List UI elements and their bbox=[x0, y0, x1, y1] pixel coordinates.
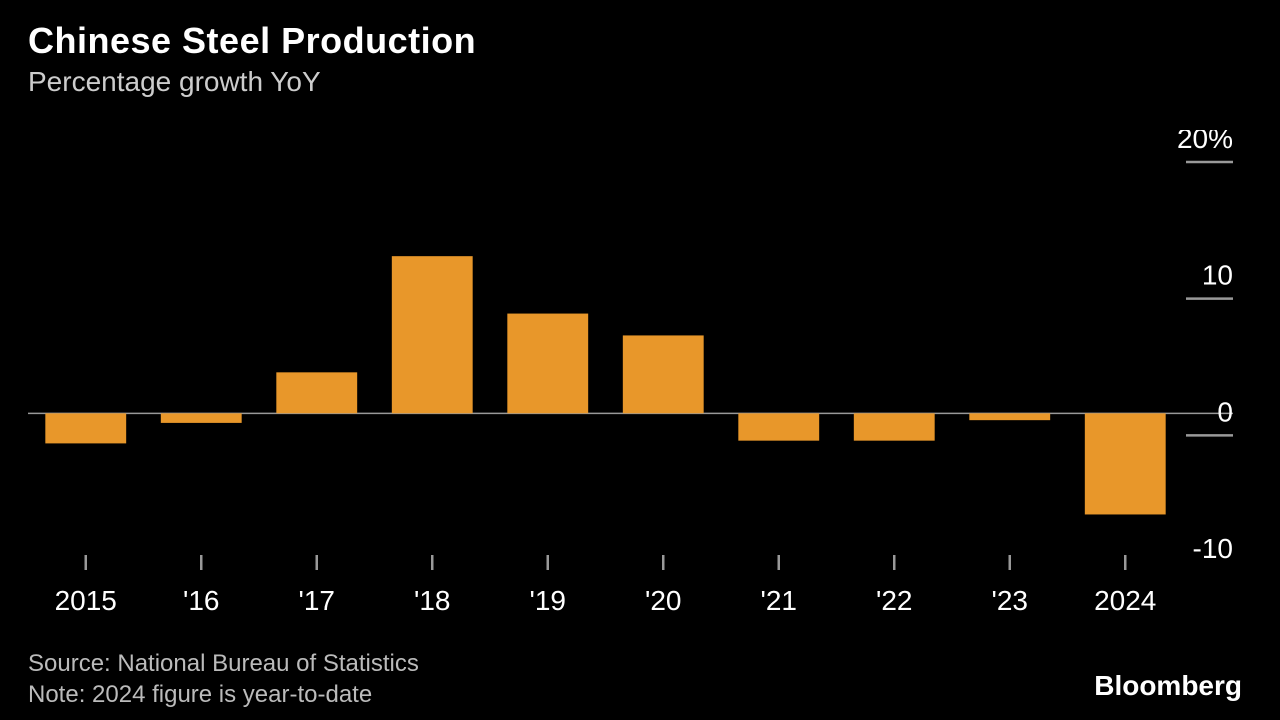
svg-text:10: 10 bbox=[1202, 260, 1233, 291]
source-line-1: Source: National Bureau of Statistics bbox=[28, 648, 1252, 679]
bar-'23 bbox=[969, 413, 1050, 420]
x-label: '21 bbox=[729, 585, 829, 617]
bar-'19 bbox=[507, 314, 588, 414]
chart-subtitle: Percentage growth YoY bbox=[28, 66, 1280, 98]
x-label: '16 bbox=[151, 585, 251, 617]
x-label: 2015 bbox=[36, 585, 136, 617]
chart-area: 20% 10 0 -10 bbox=[28, 130, 1238, 570]
brand-logo: Bloomberg bbox=[1094, 670, 1242, 702]
bar-2015 bbox=[45, 413, 126, 443]
x-label: '23 bbox=[960, 585, 1060, 617]
bar-'21 bbox=[738, 413, 819, 440]
bar-'18 bbox=[392, 256, 473, 413]
bar-'17 bbox=[276, 372, 357, 413]
bar-'20 bbox=[623, 335, 704, 413]
svg-text:0: 0 bbox=[1217, 396, 1233, 427]
x-label: '19 bbox=[498, 585, 598, 617]
x-label: 2024 bbox=[1075, 585, 1175, 617]
x-label: '18 bbox=[382, 585, 482, 617]
bar-'16 bbox=[161, 413, 242, 423]
bar-chart: 20% 10 0 -10 bbox=[28, 130, 1238, 570]
chart-header: Chinese Steel Production Percentage grow… bbox=[0, 0, 1280, 98]
x-label: '17 bbox=[267, 585, 367, 617]
x-label: '22 bbox=[844, 585, 944, 617]
source-text: Source: National Bureau of Statistics No… bbox=[28, 648, 1252, 710]
x-axis-labels: 2015 '16 '17 '18 '19 '20 '21 '22 '23 2024 bbox=[28, 585, 1238, 625]
chart-footer: Source: National Bureau of Statistics No… bbox=[28, 648, 1252, 710]
bar-'22 bbox=[854, 413, 935, 440]
source-line-2: Note: 2024 figure is year-to-date bbox=[28, 679, 1252, 710]
svg-text:20%: 20% bbox=[1177, 130, 1233, 154]
chart-title: Chinese Steel Production bbox=[28, 20, 1280, 62]
x-label: '20 bbox=[613, 585, 713, 617]
svg-text:-10: -10 bbox=[1193, 533, 1233, 564]
bar-2024 bbox=[1085, 413, 1166, 514]
